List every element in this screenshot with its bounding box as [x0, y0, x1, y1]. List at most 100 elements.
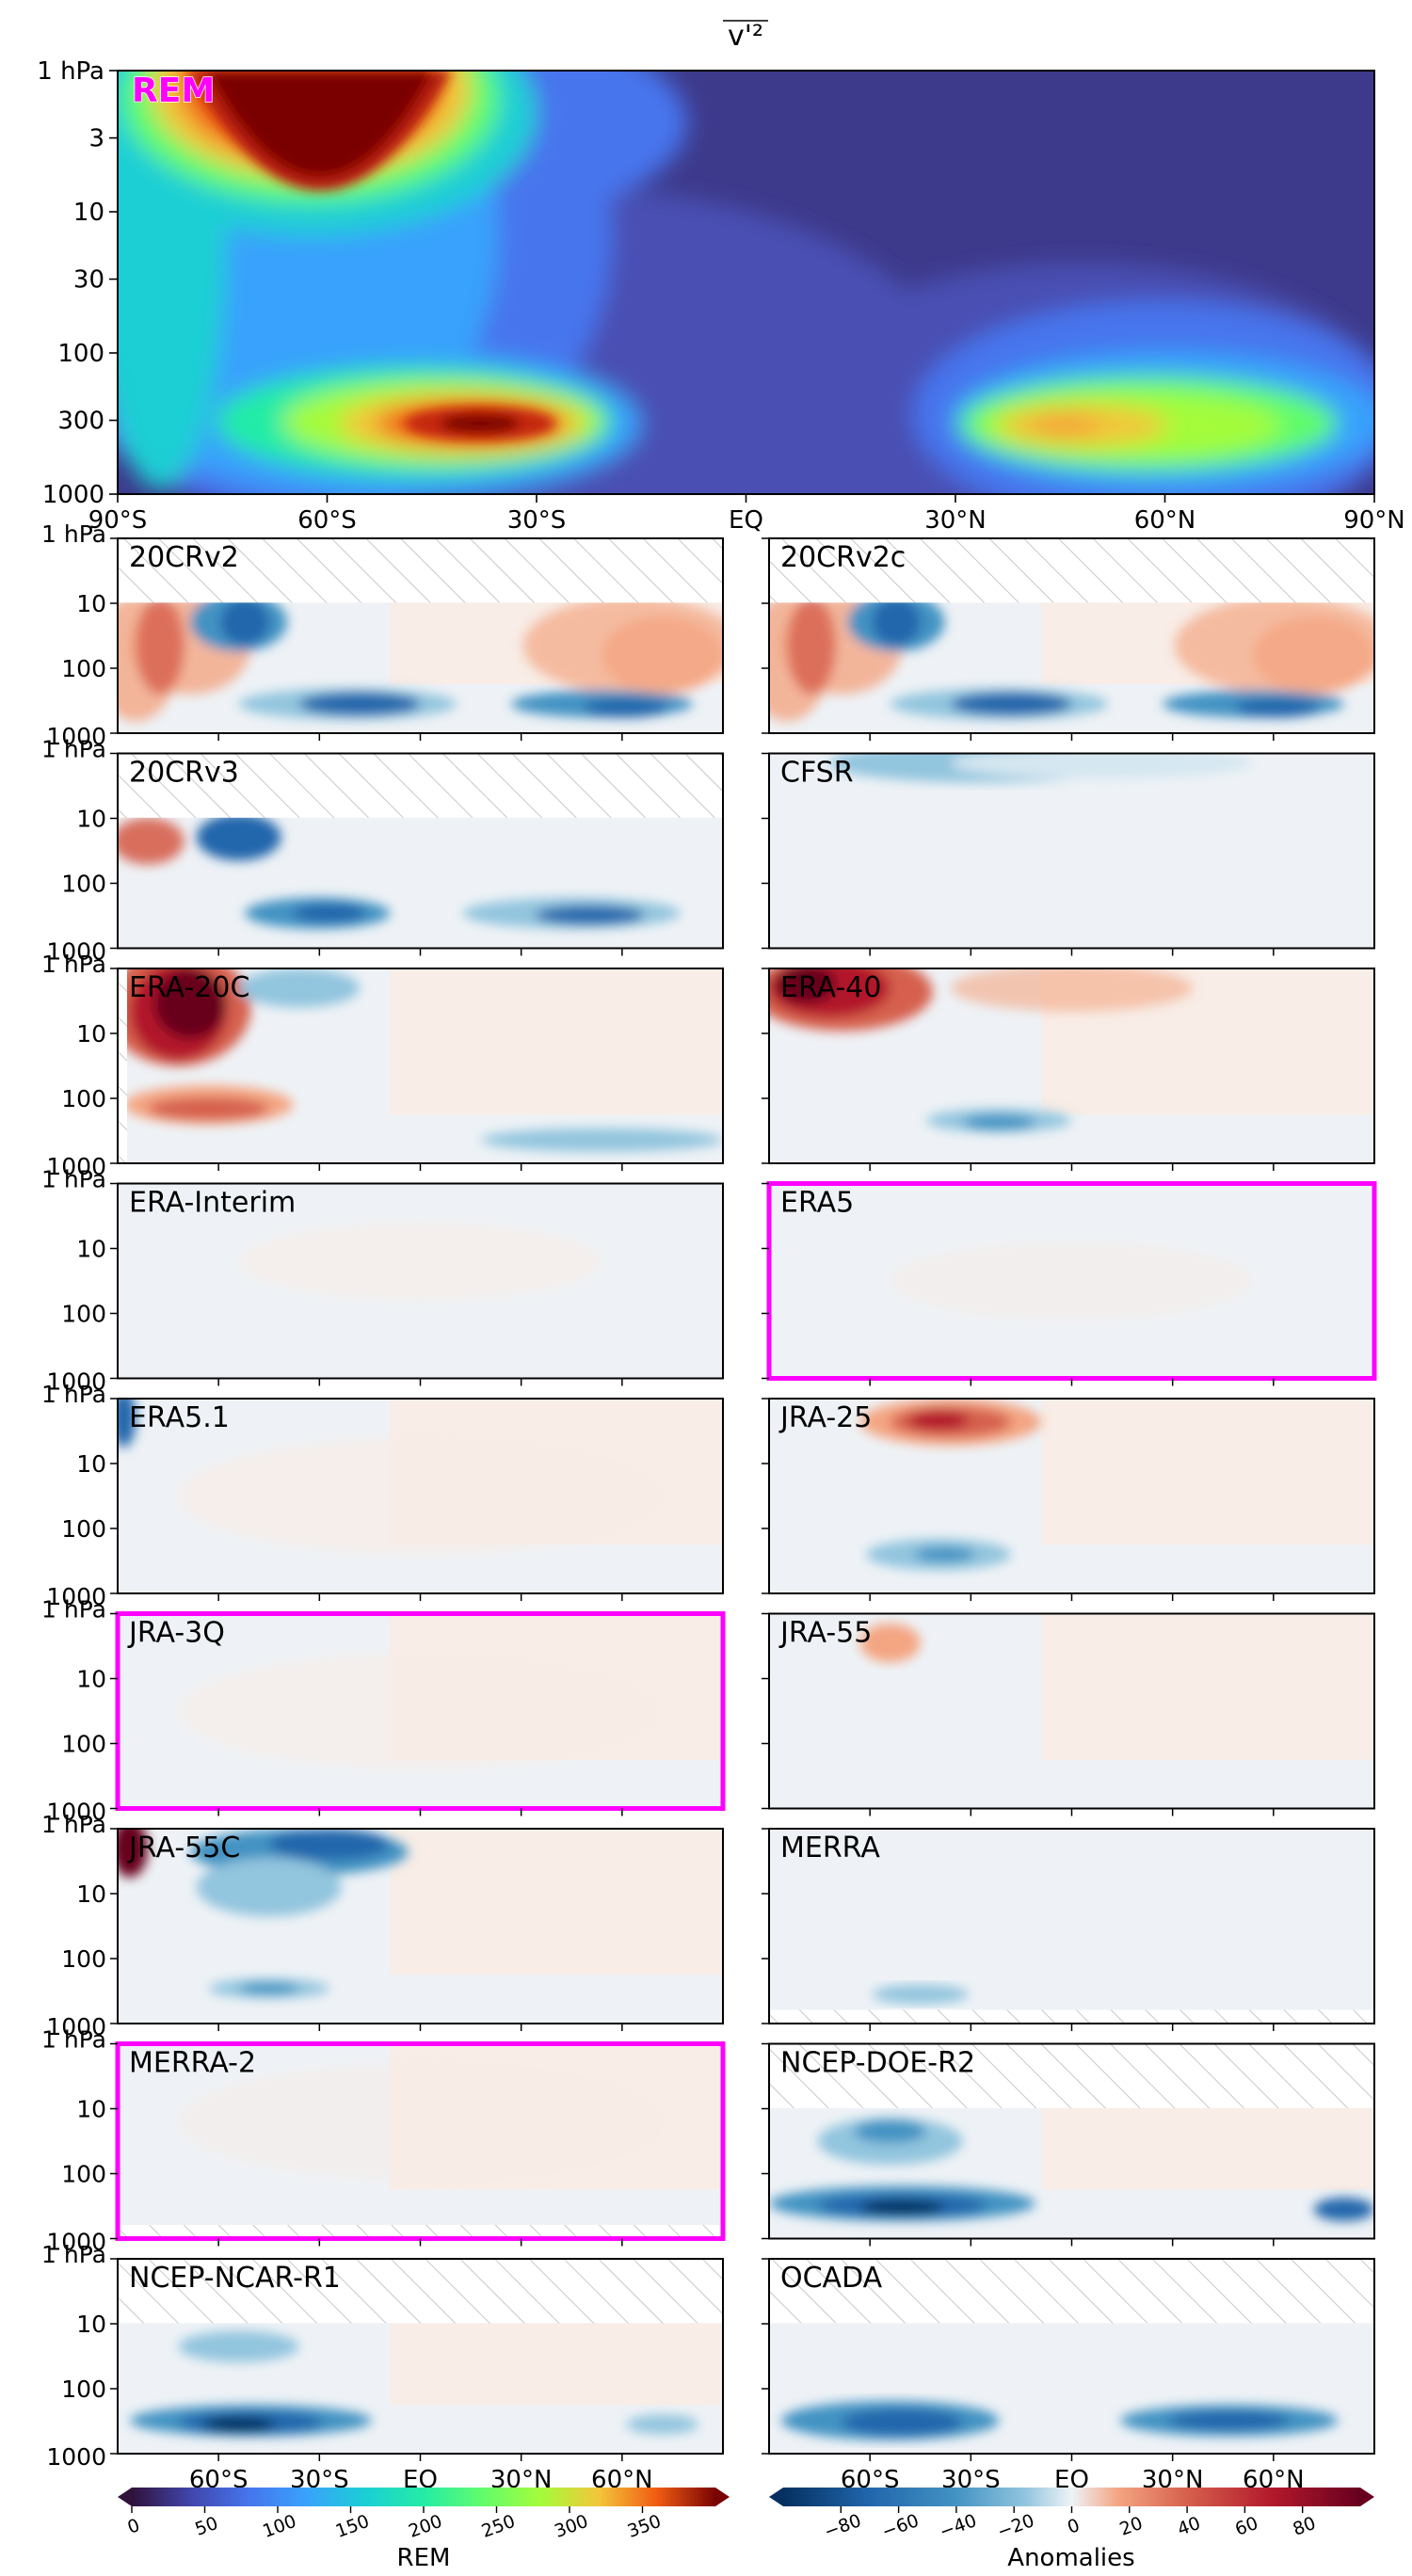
- anomaly-contour: [890, 1241, 1254, 1320]
- anomaly-colorbar-ticks: −80 −60 −40 −20 0 20 40 60 80: [822, 2506, 1319, 2543]
- anomaly-contour: [390, 1829, 723, 1976]
- anomaly-contour: [859, 1623, 921, 1663]
- rem-y-tick-label: 1000: [42, 481, 104, 509]
- rem-colorbar-tick-label: 0: [125, 2515, 143, 2538]
- y-tick-label: 100: [61, 655, 106, 682]
- anomaly-contour: [148, 1096, 269, 1121]
- rem-x-tick-label: 30°N: [924, 506, 987, 535]
- panel-field: [769, 2043, 1374, 2239]
- anomaly-colorbar-tick-label: 20: [1117, 2513, 1146, 2540]
- panel-field: [118, 1829, 723, 2024]
- anomaly-colorbar-tick-label: 80: [1291, 2513, 1319, 2540]
- y-tick-label: 10: [76, 1450, 106, 1478]
- panel-background: [769, 1829, 1374, 2024]
- rem-x-axis: 90°S 60°S 30°S EQ 30°N 60°N 90°N: [88, 494, 1405, 535]
- anomaly-contour: [1041, 1399, 1374, 1545]
- panel-field: [769, 1829, 1374, 2024]
- panel-era-20c: ERA-20C 1 hPa 10 100 1000: [41, 951, 724, 1180]
- panel-label: NCEP-NCAR-R1: [129, 2262, 341, 2295]
- y-tick-label: 1 hPa: [41, 2241, 106, 2268]
- rem-colorbar-min-arrow: [118, 2488, 132, 2506]
- rem-x-tick-label: 60°N: [1134, 506, 1196, 535]
- y-tick-label: 1000: [46, 1153, 106, 1180]
- y-tick-label: 100: [61, 1731, 106, 1758]
- rem-y-tick-label: 100: [57, 340, 104, 368]
- panel-field: [118, 753, 723, 949]
- panel-field: [769, 1613, 1374, 1809]
- y-tick-label: 10: [76, 1236, 106, 1263]
- rem-y-tick-label: 300: [57, 408, 104, 436]
- missing-data-hatch: [118, 538, 723, 603]
- panel-field: [769, 538, 1374, 733]
- missing-data-hatch: [769, 538, 1374, 603]
- y-tick-label: 10: [76, 2096, 106, 2123]
- y-tick-label: 1 hPa: [41, 1381, 106, 1408]
- y-tick-label: 100: [61, 1945, 106, 1973]
- panel-label: 20CRv2: [129, 541, 239, 574]
- y-tick-label: 100: [61, 1085, 106, 1112]
- panel-20crv2: 20CRv2 1 hPa 10 100 1000: [41, 520, 724, 750]
- anomaly-colorbar-label: Anomalies: [1007, 2544, 1134, 2572]
- anomaly-colorbar-bar: [783, 2488, 1360, 2506]
- anomaly-colorbar: −80 −60 −40 −20 0 20 40 60 80 Anomalies: [769, 2488, 1374, 2572]
- rem-colorbar-tick-label: 150: [333, 2511, 373, 2542]
- anomaly-contour: [390, 968, 723, 1115]
- anomaly-contour: [480, 1128, 723, 1152]
- y-tick-label: 10: [76, 1880, 106, 1908]
- rem-x-tick-label: 90°N: [1343, 506, 1405, 535]
- panel-label: MERRA: [780, 1832, 880, 1864]
- rem-y-tick-label: 1 hPa: [37, 57, 104, 86]
- anomaly-colorbar-tick-label: −40: [937, 2510, 979, 2542]
- missing-data-hatch: [118, 2259, 723, 2324]
- rem-panel-label: REM: [132, 72, 215, 110]
- panel-merra-2: MERRA-2 1 hPa 10 100 1000: [41, 2026, 726, 2256]
- panel-label: ERA-20C: [129, 971, 249, 1004]
- rem-colorbar: 0 50 100 150 200 250 300 350 REM: [118, 2488, 730, 2572]
- y-tick-label: 1 hPa: [41, 951, 106, 978]
- anomaly-contour: [153, 968, 227, 1039]
- missing-data-hatch: [118, 2225, 723, 2239]
- panel-label: JRA-3Q: [127, 1617, 225, 1650]
- y-tick-label: 10: [76, 1020, 106, 1048]
- panel-label: CFSR: [780, 757, 854, 790]
- y-tick-label: 100: [61, 2161, 106, 2188]
- anomaly-contour: [178, 1437, 663, 1555]
- panel-merra: MERRA: [762, 1828, 1375, 2031]
- anomaly-contour: [118, 817, 185, 865]
- panel-label: ERA5.1: [129, 1401, 230, 1434]
- anomaly-contour: [914, 1546, 975, 1562]
- y-tick-label: 10: [76, 2311, 106, 2338]
- anomaly-contour: [854, 2120, 927, 2144]
- anomaly-contour: [1041, 1613, 1374, 1760]
- anomaly-contour: [268, 1829, 391, 1861]
- y-tick-label: 1 hPa: [41, 1811, 106, 1838]
- rem-panel: REM 1 hPa 3 10 30 100 300 1000 90°S 60°S 30°S EQ 3…: [37, 57, 1405, 535]
- anomaly-contour: [118, 1829, 149, 1878]
- anomaly-colorbar-tick-label: 0: [1065, 2515, 1083, 2538]
- panel-label: JRA-55: [778, 1617, 872, 1650]
- anomaly-contour: [775, 968, 836, 1004]
- missing-data-hatch: [769, 2259, 1374, 2324]
- panel-field: [118, 2043, 723, 2239]
- panel-jra-3q: JRA-3Q 1 hPa 10 100 1000: [41, 1596, 726, 1826]
- y-tick-label: 1000: [46, 1583, 106, 1610]
- panel-field: [769, 1183, 1374, 1379]
- rem-colorbar-tick-label: 250: [479, 2511, 519, 2542]
- anomaly-colorbar-tick-label: −60: [879, 2510, 922, 2542]
- panel-label: JRA-25: [778, 1401, 872, 1434]
- anomaly-contour: [859, 2200, 945, 2216]
- anomaly-contour: [1253, 616, 1374, 695]
- panel-era-40: ERA-40: [762, 968, 1375, 1171]
- panel-field: [118, 1183, 723, 1379]
- rem-colorbar-bar: [132, 2488, 715, 2506]
- panel-field: [769, 1399, 1374, 1593]
- anomaly-contour: [787, 597, 836, 695]
- panel-label: JRA-55C: [127, 1832, 240, 1864]
- rem-colorbar-label: REM: [397, 2544, 451, 2572]
- rem-y-tick-label: 3: [88, 125, 104, 153]
- panel-background: [769, 753, 1374, 949]
- anomaly-contour: [1168, 2410, 1290, 2431]
- rem-x-tick-label: 60°S: [297, 506, 357, 535]
